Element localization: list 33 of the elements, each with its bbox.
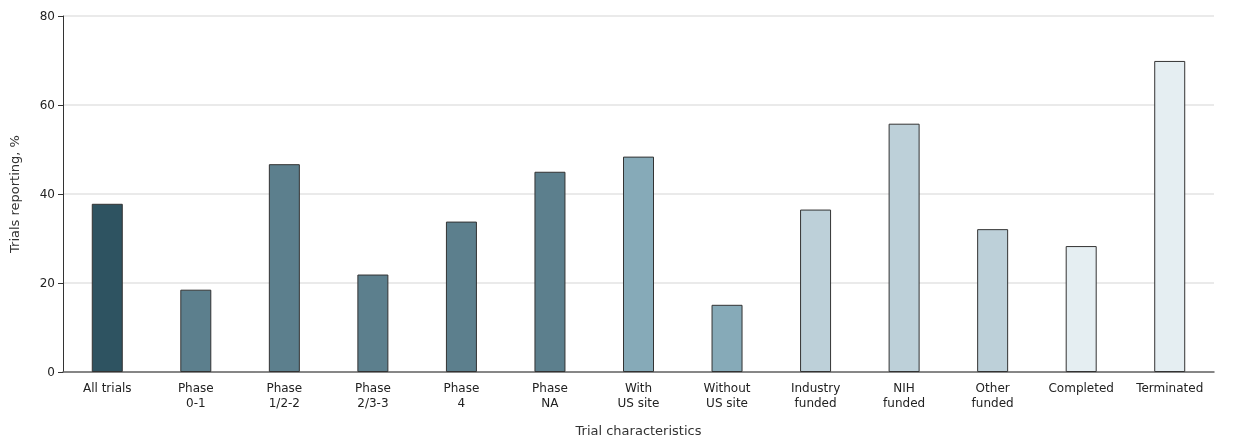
bar bbox=[888, 123, 920, 372]
bar bbox=[1065, 246, 1097, 372]
bar bbox=[534, 171, 566, 372]
bar bbox=[180, 289, 212, 372]
y-tick-label: 20 bbox=[39, 276, 55, 290]
x-tick-label: Phase 1/2-2 bbox=[266, 380, 303, 410]
x-axis-title: Trial characteristics bbox=[574, 423, 702, 438]
x-tick-label: Phase 0-1 bbox=[177, 380, 214, 410]
x-tick-label: Industry funded bbox=[790, 380, 841, 410]
bar bbox=[977, 229, 1009, 372]
bar bbox=[711, 304, 743, 372]
y-axis-title: Trials reporting, % bbox=[7, 135, 22, 254]
x-tick-label: Completed bbox=[1048, 380, 1114, 395]
bar bbox=[357, 274, 389, 372]
x-tick-label: Terminated bbox=[1135, 380, 1204, 395]
x-tick-label: All trials bbox=[82, 380, 132, 395]
bar bbox=[91, 203, 123, 372]
bar bbox=[268, 164, 300, 372]
bar bbox=[623, 156, 654, 372]
x-tick-label: Phase NA bbox=[532, 380, 568, 410]
y-tick-label: 60 bbox=[39, 98, 55, 112]
x-tick-label: Phase 4 bbox=[443, 380, 480, 410]
x-tick-label: With US site bbox=[617, 380, 660, 410]
x-tick-label: Phase 2/3-3 bbox=[354, 380, 391, 410]
y-tick-label: 80 bbox=[39, 9, 55, 23]
x-tick-label: NIH funded bbox=[883, 380, 926, 410]
y-tick-label: 0 bbox=[47, 365, 55, 379]
bar bbox=[1154, 60, 1186, 372]
bar bbox=[445, 221, 477, 372]
x-tick-label: Other funded bbox=[971, 380, 1014, 410]
x-tick-label: Without US site bbox=[703, 380, 751, 410]
bar bbox=[800, 209, 832, 372]
y-tick-label: 40 bbox=[39, 187, 55, 201]
